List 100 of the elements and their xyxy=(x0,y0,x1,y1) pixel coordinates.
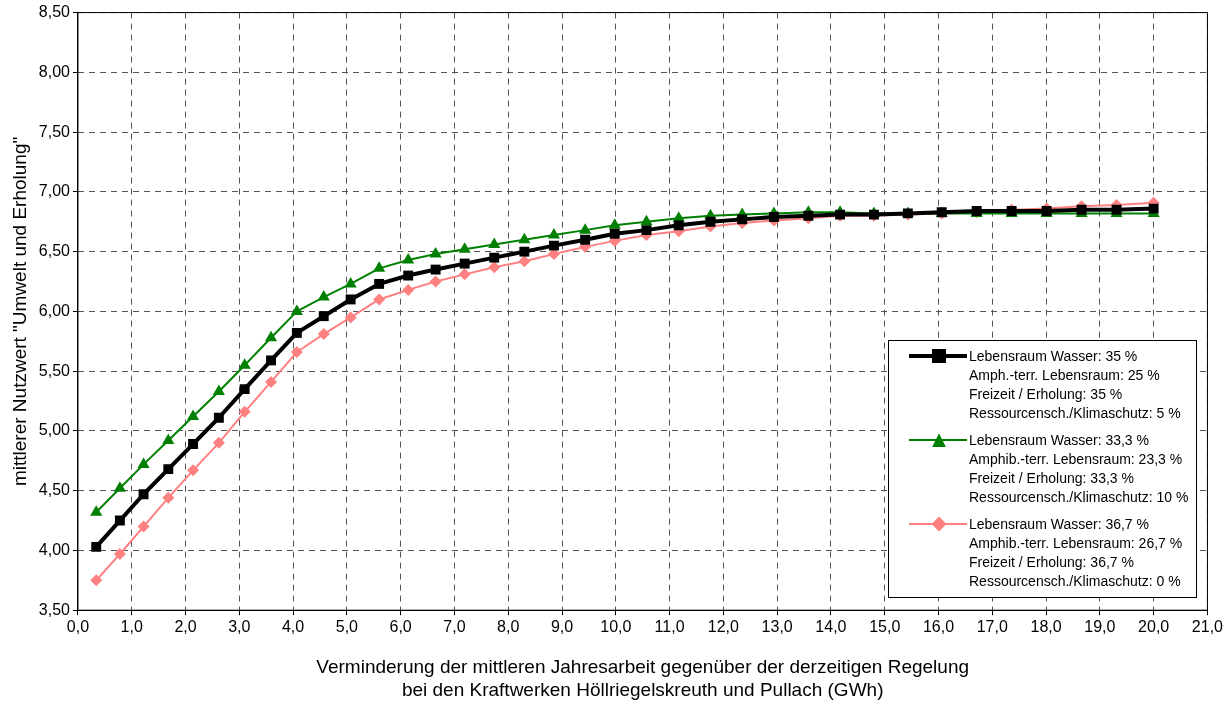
point xyxy=(113,548,126,561)
point xyxy=(212,384,225,395)
point xyxy=(290,346,303,359)
point xyxy=(162,491,175,504)
x-tick-label: 14,0 xyxy=(815,618,847,636)
point xyxy=(264,330,278,342)
point xyxy=(162,433,175,444)
point xyxy=(188,439,198,450)
x-tick-label: 5,0 xyxy=(335,618,359,636)
y-tick-label: 8,50 xyxy=(38,3,71,21)
point xyxy=(373,293,386,306)
point xyxy=(402,283,415,296)
legend-label: Lebensraum Wasser: 36,7 % Amphib.-terr. Lebensraum: 26,7 % Freizeit / Erholung: 36,7 % Ressourcensch./Klimaschutz: 0 % xyxy=(968,515,1183,592)
x-tick-label: 0,0 xyxy=(66,618,90,636)
point xyxy=(518,232,531,244)
point xyxy=(318,311,329,322)
legend-label: Lebensraum Wasser: 35 % Amph.-terr. Lebensraum: 25 % Freizeit / Erholung: 35 % Ressourcensch./Klimaschutz: 5 % xyxy=(968,347,1181,424)
x-tick-label: 2,0 xyxy=(174,618,197,636)
x-tick-label: 16,0 xyxy=(922,618,955,636)
y-tick-label: 7,50 xyxy=(38,122,71,140)
point xyxy=(213,412,224,423)
x-tick-label: 3,0 xyxy=(228,618,251,636)
point xyxy=(547,227,560,239)
point xyxy=(673,220,684,231)
legend-label: Lebensraum Wasser: 33,3 % Amphib.-terr. Lebensraum: 23,3 % Freizeit / Erholung: 33,3 % Ressourcensch./Klimaschutz: 10 % xyxy=(968,431,1189,508)
point xyxy=(291,327,302,338)
point xyxy=(489,252,500,263)
x-tick-label: 8,0 xyxy=(497,618,520,636)
point xyxy=(239,384,250,395)
point xyxy=(402,253,415,264)
point xyxy=(186,409,200,421)
x-tick-label: 13,0 xyxy=(761,618,793,636)
y-tick-label: 7,00 xyxy=(38,182,71,200)
point xyxy=(266,355,276,366)
point xyxy=(705,216,716,227)
point xyxy=(90,574,103,587)
x-tick-label: 20,0 xyxy=(1138,618,1170,636)
point xyxy=(429,247,442,258)
point xyxy=(403,270,414,281)
point xyxy=(137,520,150,533)
x-tick-label: 9,0 xyxy=(550,618,574,636)
point xyxy=(579,223,592,234)
point xyxy=(429,275,442,288)
point xyxy=(113,481,126,492)
x-tick-label: 1,0 xyxy=(120,618,143,636)
point xyxy=(640,214,653,226)
point xyxy=(488,237,501,248)
x-tick-label: 11,0 xyxy=(654,618,685,636)
x-tick-label: 4,0 xyxy=(281,618,305,636)
x-tick-label: 15,0 xyxy=(869,618,901,636)
point xyxy=(163,464,174,475)
y-tick-label: 5,00 xyxy=(38,421,71,439)
point xyxy=(317,290,330,301)
point xyxy=(459,258,470,269)
point xyxy=(238,405,251,418)
x-axis-title: Verminderung der mittleren Jahresarbeit gegenüber der derzeitigen Regelung bei den Kraftwerken Höllriegelskreuth und Pullach (GWh) xyxy=(316,656,970,700)
point xyxy=(344,311,357,324)
point xyxy=(114,515,125,526)
point xyxy=(317,328,330,341)
point xyxy=(265,375,278,388)
point xyxy=(580,234,591,245)
point xyxy=(90,505,103,516)
point xyxy=(768,212,779,222)
point xyxy=(488,261,501,274)
x-tick-label: 10,0 xyxy=(600,618,632,636)
point xyxy=(518,255,531,268)
point xyxy=(238,358,251,369)
y-tick-label: 4,50 xyxy=(38,481,71,499)
y-tick-label: 4,00 xyxy=(38,540,71,558)
point xyxy=(187,464,200,477)
point xyxy=(374,278,385,289)
point xyxy=(519,246,530,257)
y-tick-label: 3,50 xyxy=(38,600,71,618)
point xyxy=(138,489,149,500)
point xyxy=(641,225,652,236)
x-tick-label: 12,0 xyxy=(707,618,740,636)
x-tick-label: 17,0 xyxy=(976,618,1008,636)
x-tick-label: 18,0 xyxy=(1030,618,1062,636)
y-tick-label: 6,00 xyxy=(38,301,71,319)
point xyxy=(137,457,150,468)
point xyxy=(609,228,620,239)
point xyxy=(737,214,748,225)
point xyxy=(212,436,225,449)
point xyxy=(91,541,102,552)
point xyxy=(608,218,621,229)
x-tick-label: 19,0 xyxy=(1084,618,1116,636)
point xyxy=(373,261,386,272)
x-tick-label: 7,0 xyxy=(443,618,466,636)
point xyxy=(803,210,814,221)
point xyxy=(430,264,441,275)
y-tick-label: 6,50 xyxy=(38,242,71,260)
point xyxy=(458,268,471,281)
point xyxy=(344,276,357,288)
x-tick-label: 6,0 xyxy=(389,618,412,636)
point xyxy=(548,240,559,251)
point xyxy=(458,242,471,253)
point xyxy=(290,304,303,315)
x-tick-label: 21,0 xyxy=(1191,618,1224,636)
point xyxy=(345,294,356,305)
y-tick-label: 8,00 xyxy=(38,62,71,80)
